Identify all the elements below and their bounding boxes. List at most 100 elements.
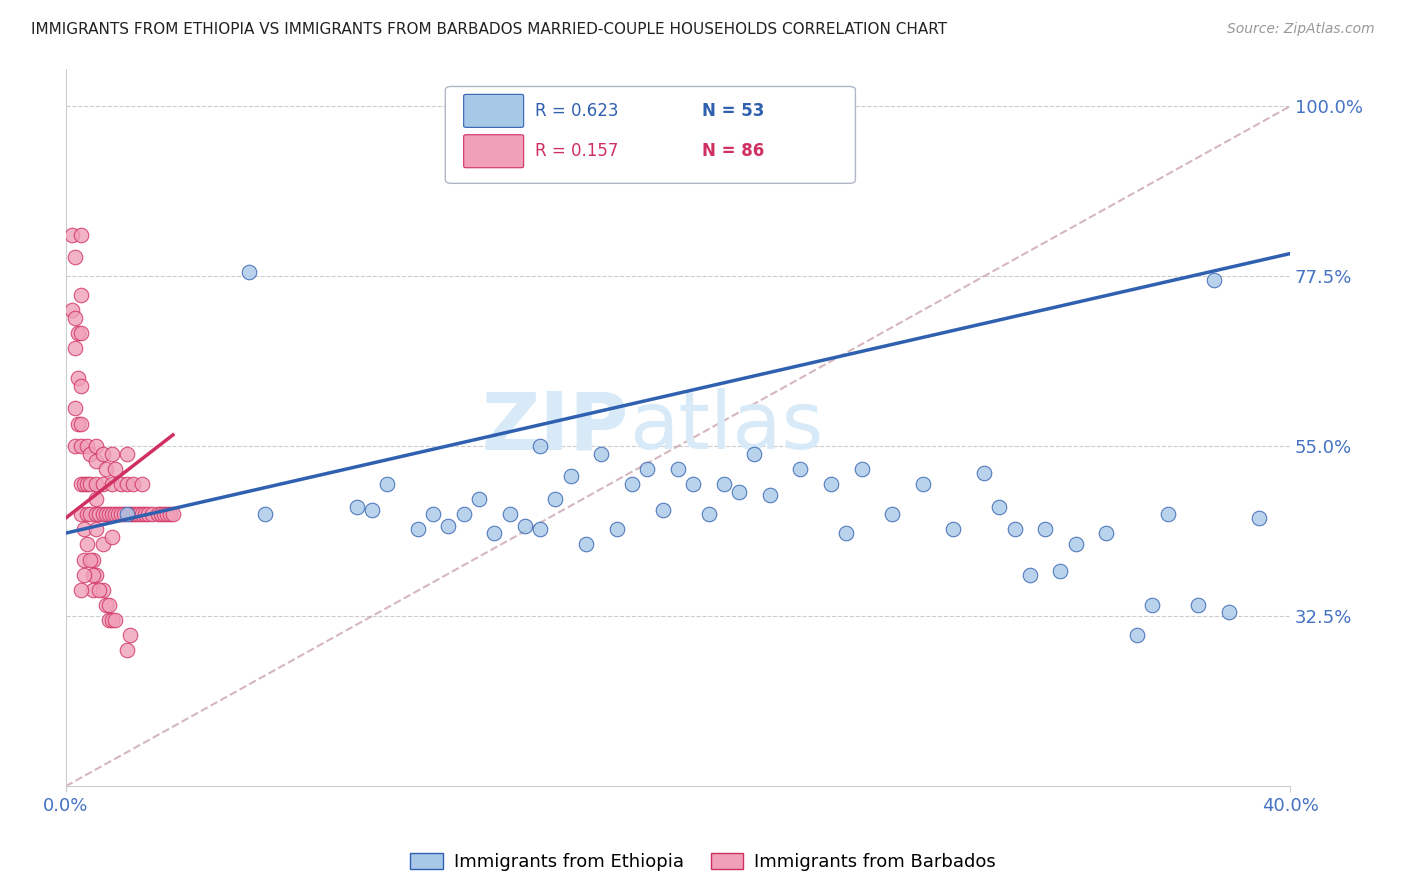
FancyBboxPatch shape [446, 87, 855, 184]
Point [744, 447, 766, 461]
Point [120, 628, 142, 642]
Point [86, 454, 108, 468]
Point [253, 507, 276, 521]
Point [621, 477, 644, 491]
Point [63, 251, 86, 265]
Point [70, 477, 93, 491]
Point [104, 462, 127, 476]
Point [606, 522, 628, 536]
Point [115, 643, 138, 657]
Text: R = 0.157: R = 0.157 [534, 142, 619, 161]
Point [76, 439, 98, 453]
Point [70, 227, 93, 242]
Point [1218, 606, 1240, 620]
Point [70, 378, 93, 392]
Point [86, 567, 108, 582]
Point [789, 462, 811, 476]
Point [89, 507, 111, 521]
Point [560, 469, 582, 483]
Point [1126, 628, 1149, 642]
Point [134, 507, 156, 521]
Point [1142, 598, 1164, 612]
Text: N = 86: N = 86 [703, 142, 765, 161]
Point [1004, 522, 1026, 536]
Point [86, 439, 108, 453]
Text: atlas: atlas [628, 388, 824, 467]
Point [1018, 567, 1040, 582]
Point [360, 503, 382, 517]
Point [575, 537, 598, 551]
Text: R = 0.623: R = 0.623 [534, 102, 619, 120]
Point [76, 477, 98, 491]
Point [73, 552, 96, 566]
Point [86, 522, 108, 536]
Point [100, 507, 122, 521]
Point [988, 500, 1011, 514]
Point [60, 303, 83, 318]
Point [94, 598, 117, 612]
Text: Source: ZipAtlas.com: Source: ZipAtlas.com [1227, 22, 1375, 37]
Point [1064, 537, 1087, 551]
Point [91, 537, 114, 551]
Point [468, 492, 491, 507]
Point [107, 507, 129, 521]
Point [91, 507, 114, 521]
Point [1095, 526, 1118, 541]
Point [115, 507, 138, 521]
Point [100, 613, 122, 627]
Point [529, 522, 551, 536]
Point [162, 507, 184, 521]
Point [820, 477, 842, 491]
Point [636, 462, 658, 476]
Point [138, 507, 160, 521]
Point [375, 477, 398, 491]
Point [60, 227, 83, 242]
Point [651, 503, 673, 517]
Point [513, 518, 536, 533]
Point [1049, 564, 1071, 578]
Point [666, 462, 689, 476]
Point [82, 582, 104, 597]
Point [346, 500, 368, 514]
Point [91, 582, 114, 597]
Point [86, 492, 108, 507]
Point [67, 326, 90, 340]
Point [100, 530, 122, 544]
Point [125, 507, 148, 521]
Point [79, 507, 101, 521]
Point [67, 417, 90, 431]
Point [484, 526, 506, 541]
Point [70, 326, 93, 340]
Point [97, 613, 120, 627]
Point [110, 477, 132, 491]
Point [544, 492, 567, 507]
Point [100, 447, 122, 461]
Point [149, 507, 172, 521]
Point [63, 341, 86, 355]
Point [973, 466, 995, 480]
Point [104, 613, 127, 627]
Point [82, 552, 104, 566]
Point [882, 507, 904, 521]
Point [97, 507, 120, 521]
Point [97, 598, 120, 612]
Point [70, 439, 93, 453]
Point [82, 567, 104, 582]
Point [63, 310, 86, 325]
Point [1187, 598, 1209, 612]
Point [1249, 511, 1271, 525]
Point [86, 507, 108, 521]
Point [73, 477, 96, 491]
Point [1156, 507, 1178, 521]
Point [73, 522, 96, 536]
Point [100, 477, 122, 491]
FancyBboxPatch shape [464, 95, 523, 128]
Point [128, 507, 150, 521]
Point [131, 507, 153, 521]
Point [406, 522, 429, 536]
Point [104, 507, 127, 521]
Point [79, 477, 101, 491]
Legend: Immigrants from Ethiopia, Immigrants from Barbados: Immigrants from Ethiopia, Immigrants fro… [404, 846, 1002, 879]
Point [79, 447, 101, 461]
Point [115, 447, 138, 461]
